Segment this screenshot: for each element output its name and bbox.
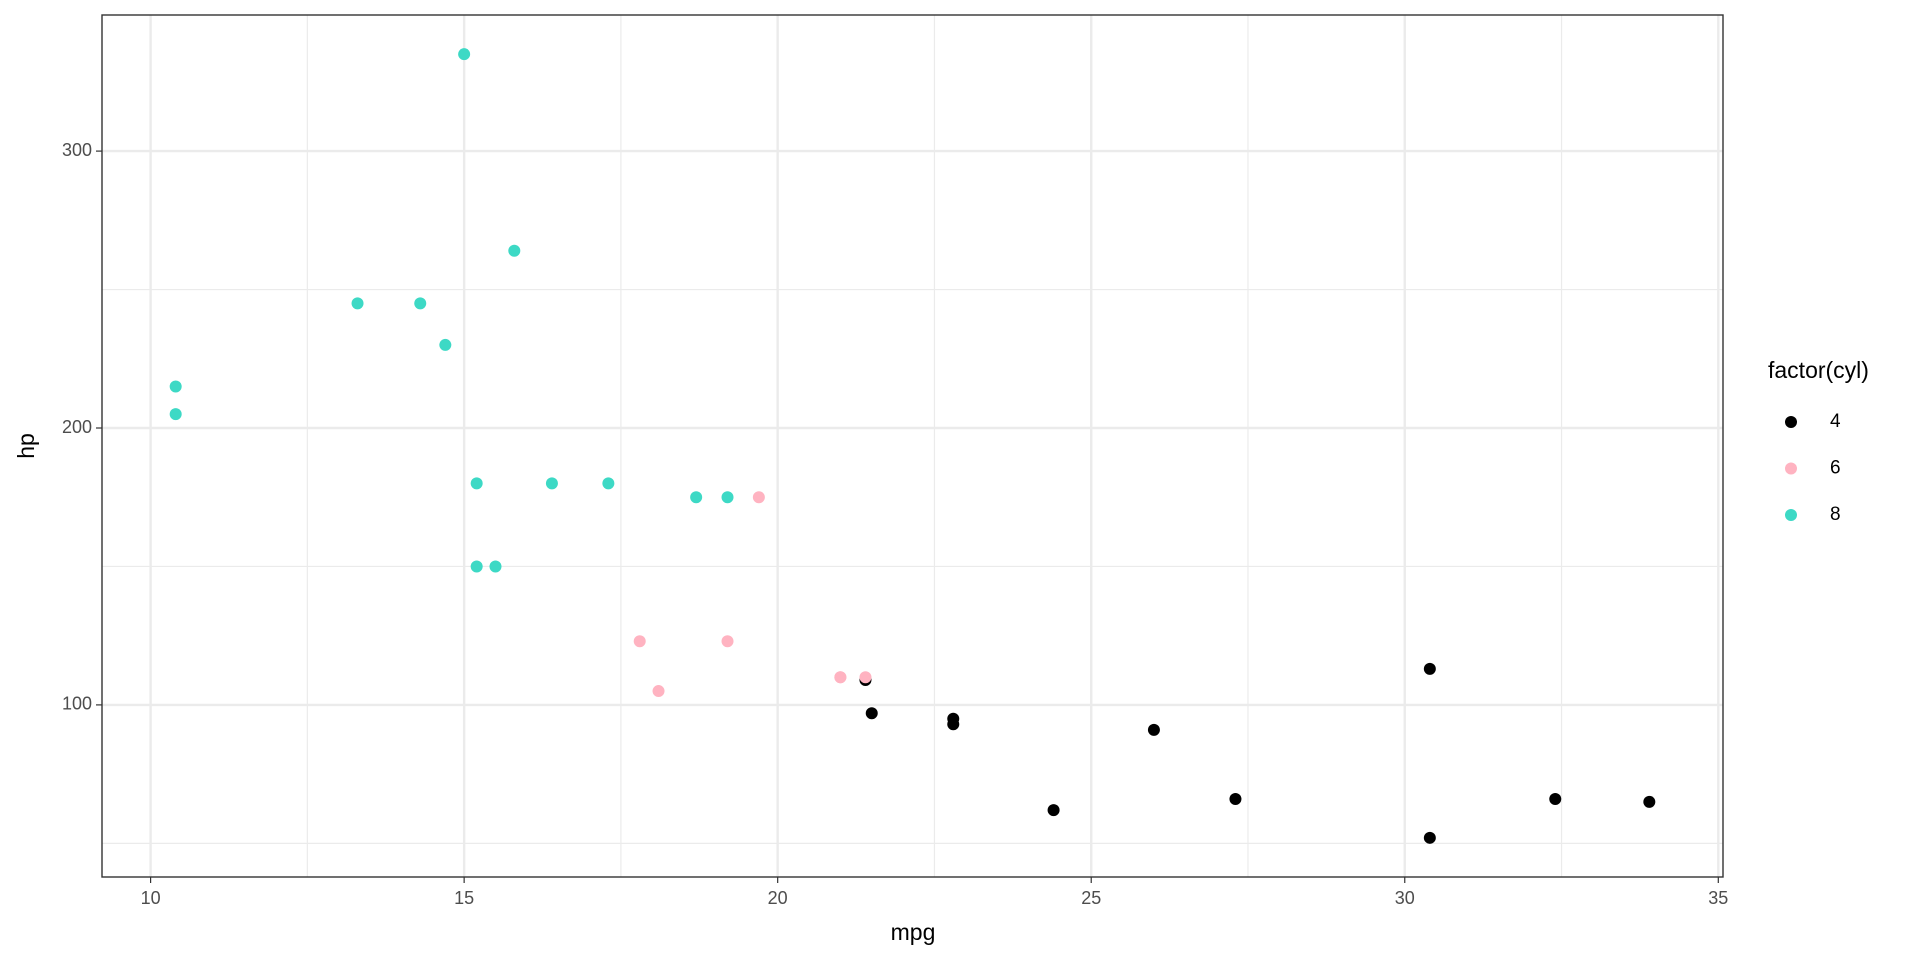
- x-tick-label: 15: [454, 888, 474, 908]
- point: [470, 477, 483, 490]
- point: [947, 712, 960, 725]
- point: [1423, 831, 1436, 844]
- point: [545, 477, 558, 490]
- point: [602, 477, 615, 490]
- y-tick-label: 200: [62, 417, 92, 437]
- point: [1643, 795, 1656, 808]
- point: [439, 338, 452, 351]
- point: [721, 635, 734, 648]
- point: [652, 685, 665, 698]
- point: [508, 244, 521, 257]
- x-tick-label: 30: [1395, 888, 1415, 908]
- point: [351, 297, 364, 310]
- point: [1423, 662, 1436, 675]
- point: [1047, 804, 1060, 817]
- x-tick-label: 10: [141, 888, 161, 908]
- legend-key: [1785, 462, 1797, 475]
- legend-label: 6: [1830, 458, 1841, 479]
- y-tick-label: 300: [62, 140, 92, 160]
- legend-title: factor(cyl): [1768, 357, 1869, 383]
- point: [489, 560, 502, 573]
- point: [690, 491, 703, 504]
- point: [470, 560, 483, 573]
- point: [1549, 793, 1562, 806]
- x-axis-title: mpg: [891, 919, 936, 945]
- legend-label: 4: [1830, 411, 1841, 432]
- y-tick-label: 100: [62, 694, 92, 714]
- x-tick-label: 35: [1708, 888, 1728, 908]
- panel-border: [101, 14, 1724, 878]
- point: [169, 408, 182, 421]
- legend-key: [1785, 509, 1797, 521]
- point: [1147, 723, 1160, 736]
- y-axis-title: hp: [13, 433, 39, 459]
- point: [414, 297, 427, 310]
- point: [752, 491, 765, 504]
- point: [865, 707, 878, 720]
- point: [834, 671, 847, 684]
- x-tick-label: 20: [768, 888, 788, 908]
- point: [721, 491, 734, 504]
- point: [1229, 793, 1242, 806]
- x-tick-label: 25: [1081, 888, 1101, 908]
- legend-key: [1785, 416, 1797, 428]
- point: [169, 380, 182, 393]
- legend-label: 8: [1830, 504, 1841, 525]
- point: [458, 48, 471, 61]
- point: [859, 671, 872, 684]
- point: [633, 635, 646, 648]
